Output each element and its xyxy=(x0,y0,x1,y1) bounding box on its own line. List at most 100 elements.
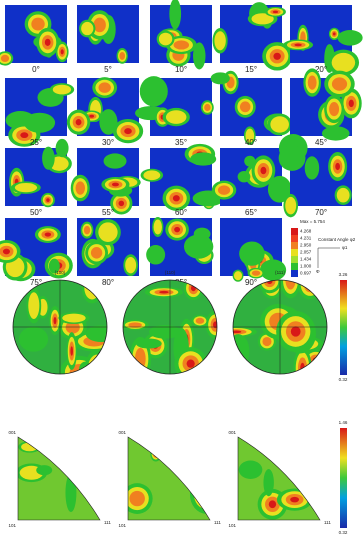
odf-section xyxy=(70,148,141,215)
section-label: 30° xyxy=(102,138,114,147)
contour xyxy=(53,316,57,325)
corner-label: 001 xyxy=(118,430,126,435)
contour xyxy=(94,364,101,374)
contour xyxy=(135,338,162,349)
odf-section xyxy=(5,78,75,147)
contour xyxy=(24,112,56,133)
pole-figure xyxy=(123,280,217,374)
contour xyxy=(306,475,315,491)
contour xyxy=(65,321,80,334)
contour xyxy=(321,126,350,141)
colorbar-max: 3.26 xyxy=(339,272,348,277)
contour xyxy=(273,52,281,60)
contour xyxy=(239,101,251,113)
ipf-outline xyxy=(127,436,211,521)
contour xyxy=(193,479,210,509)
legend-level: 2.950 xyxy=(300,243,312,248)
section-label: 40° xyxy=(245,138,257,147)
odf-section xyxy=(66,77,144,144)
contour xyxy=(329,102,340,117)
contour xyxy=(143,170,161,181)
contour xyxy=(28,292,40,319)
contour xyxy=(158,32,173,46)
contour xyxy=(36,465,53,476)
contour xyxy=(2,248,10,255)
odf-section xyxy=(290,68,362,141)
contour xyxy=(173,40,190,50)
corner-label: 101 xyxy=(228,523,236,528)
contour xyxy=(129,490,145,507)
contour xyxy=(294,43,302,47)
contour xyxy=(59,438,90,467)
contour xyxy=(139,76,168,107)
contour xyxy=(13,354,20,364)
contour xyxy=(14,182,38,193)
legend-max: Max = 5.754 xyxy=(300,219,325,224)
contour xyxy=(90,246,103,259)
colorbar-max: 1.46 xyxy=(339,420,348,425)
contour xyxy=(267,175,292,203)
contour xyxy=(193,42,206,70)
contour xyxy=(183,234,214,259)
odf-section xyxy=(77,5,139,64)
legend-swatch xyxy=(291,270,298,277)
contour xyxy=(55,138,69,158)
contour xyxy=(42,146,55,170)
section-label: 0° xyxy=(32,65,40,74)
contour xyxy=(348,99,354,108)
corner-label: 111 xyxy=(104,520,111,525)
contour xyxy=(48,258,60,274)
contour xyxy=(98,82,111,93)
colorbar xyxy=(340,280,347,375)
contour xyxy=(13,352,21,366)
contour xyxy=(233,334,250,368)
section-label: 45° xyxy=(315,138,327,147)
contour xyxy=(244,155,256,167)
contour xyxy=(204,103,211,112)
legend-swatch xyxy=(291,228,298,235)
section-label: 80° xyxy=(102,278,114,287)
contour xyxy=(268,500,277,509)
contour xyxy=(46,198,50,202)
contour xyxy=(233,330,242,334)
section-label: 10° xyxy=(175,65,187,74)
contour xyxy=(331,77,348,91)
contour xyxy=(18,326,49,352)
contour xyxy=(237,170,251,183)
contour xyxy=(304,156,320,180)
contour xyxy=(103,153,127,169)
contour xyxy=(190,152,217,166)
contour xyxy=(118,200,125,207)
contour xyxy=(290,496,300,503)
odf-section xyxy=(278,134,352,218)
pole-label: {100} xyxy=(55,270,66,275)
odf-section xyxy=(77,218,139,277)
contour xyxy=(172,195,180,202)
contour xyxy=(238,460,263,479)
contour xyxy=(54,437,95,472)
contour xyxy=(270,116,289,133)
ipf xyxy=(18,437,100,520)
contour xyxy=(153,219,162,235)
contour xyxy=(210,72,230,85)
contour xyxy=(290,326,301,337)
contour xyxy=(44,232,52,237)
corner-label: 111 xyxy=(324,520,331,525)
odf-section xyxy=(146,217,214,276)
odf-section xyxy=(0,5,69,66)
pole-label: {111} xyxy=(275,270,285,275)
contour xyxy=(263,469,274,497)
odf-section xyxy=(211,148,292,206)
contour xyxy=(99,109,118,135)
ipf xyxy=(238,437,320,520)
contour xyxy=(305,472,316,493)
contour xyxy=(331,52,356,73)
contour xyxy=(214,31,226,51)
colorbar-min: 0.32 xyxy=(339,530,348,535)
contour xyxy=(62,313,86,323)
contour xyxy=(64,443,85,463)
contour xyxy=(20,132,29,139)
contour xyxy=(44,38,51,46)
contour xyxy=(60,49,64,55)
